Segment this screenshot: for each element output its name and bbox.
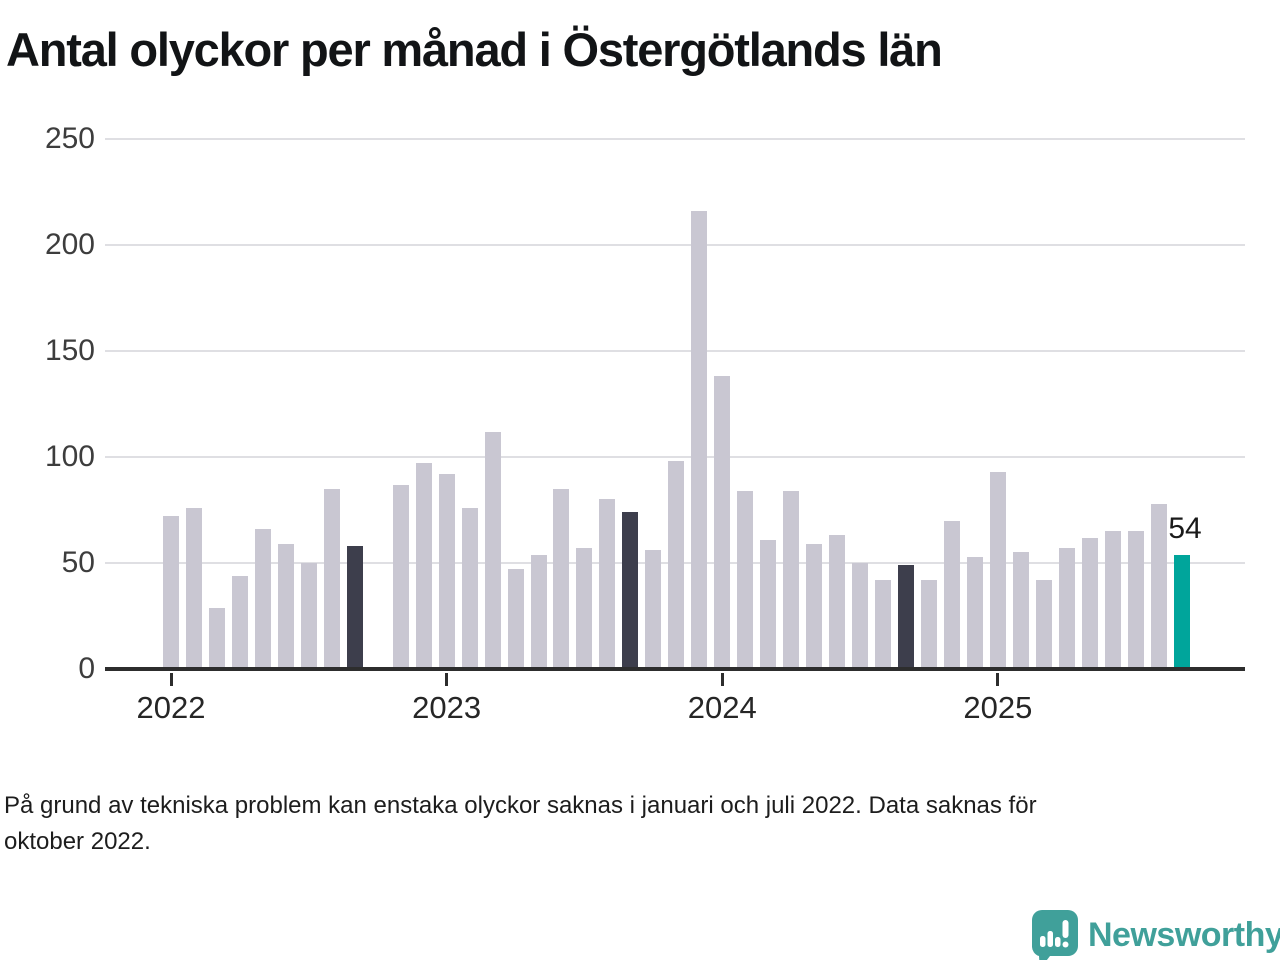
- y-tick-label-150: 150: [44, 334, 95, 367]
- bar-highlight-2022-09: [346, 546, 363, 669]
- bar-2023-01: [438, 474, 455, 669]
- x-tick-2023: [445, 673, 449, 686]
- x-tick-label-2023: 2023: [412, 690, 482, 725]
- gridline-250: [105, 138, 1245, 140]
- gridline-200: [105, 244, 1245, 246]
- bar-2022-11: [392, 484, 409, 669]
- footnote-line-2: oktober 2022.: [4, 828, 151, 855]
- y-tick-label-200: 200: [44, 228, 95, 261]
- bar-2024-04: [783, 490, 800, 669]
- bar-2025-06: [1104, 531, 1121, 669]
- plot-area: 54 2022 2023 2024 2025: [105, 138, 1245, 725]
- y-tick-label-50: 50: [61, 546, 95, 579]
- bar-2025-04: [1058, 548, 1075, 669]
- bar-2023-12: [691, 211, 708, 669]
- y-tick-label-250: 250: [44, 122, 95, 155]
- bar-2022-08: [323, 488, 340, 669]
- bar-2022-07: [300, 563, 317, 669]
- newsworthy-logo-text: Newsworthy: [1088, 915, 1280, 954]
- bar-2025-03: [1035, 580, 1052, 669]
- bar-2025-02: [1012, 552, 1029, 669]
- bar-2023-05: [530, 554, 547, 669]
- bar-2024-08: [875, 580, 892, 669]
- bar-2022-06: [277, 543, 294, 669]
- bar-2023-03: [484, 431, 501, 669]
- bar-2024-11: [943, 520, 960, 669]
- bar-2024-07: [852, 563, 869, 669]
- x-tick-label-2022: 2022: [136, 690, 206, 725]
- bar-current-2025-09: [1173, 554, 1190, 669]
- bar-2023-06: [553, 488, 570, 669]
- footnote: På grund av tekniska problem kan enstaka…: [4, 788, 1244, 860]
- x-tick-label-2025: 2025: [963, 690, 1033, 725]
- bar-2024-01: [714, 376, 731, 669]
- y-axis-labels: 0 50 100 150 200 250: [0, 123, 95, 685]
- bar-2024-05: [806, 543, 823, 669]
- bar-2022-12: [415, 463, 432, 669]
- bar-2023-08: [599, 499, 616, 669]
- bar-highlight-2023-09: [622, 512, 639, 669]
- y-tick-label-0: 0: [78, 652, 95, 685]
- bar-2025-07: [1127, 531, 1144, 669]
- bar-2022-03: [208, 607, 225, 669]
- bar-2024-02: [737, 490, 754, 669]
- bar-2022-02: [185, 507, 202, 669]
- x-tick-label-2024: 2024: [687, 690, 757, 725]
- gridline-100: [105, 456, 1245, 458]
- bar-2023-07: [576, 548, 593, 669]
- chart-title: Antal olyckor per månad i Östergötlands …: [6, 23, 943, 76]
- bar-2024-03: [760, 539, 777, 669]
- bar-2025-08: [1150, 503, 1167, 669]
- bar-2022-05: [254, 529, 271, 669]
- gridline-150: [105, 350, 1245, 352]
- current-value-label: 54: [1168, 511, 1202, 545]
- newsworthy-logo: Newsworthy: [1032, 910, 1280, 960]
- x-tick-2025: [996, 673, 1000, 686]
- bar-2022-04: [231, 575, 248, 669]
- x-tick-2024: [720, 673, 724, 686]
- bar-2024-12: [966, 556, 983, 669]
- bar-2023-04: [507, 569, 524, 669]
- bar-highlight-2024-09: [898, 565, 915, 669]
- bar-2023-11: [668, 461, 685, 669]
- bar-2023-02: [461, 507, 478, 669]
- bar-2025-01: [989, 471, 1006, 669]
- footnote-line-1: På grund av tekniska problem kan enstaka…: [4, 792, 1037, 819]
- bar-2022-01: [163, 516, 179, 669]
- x-tick-2022: [169, 673, 173, 686]
- bar-2023-10: [645, 550, 662, 669]
- x-axis-line: [105, 667, 1245, 671]
- newsworthy-chart-bubble-icon: [1032, 910, 1078, 960]
- y-tick-label-100: 100: [44, 440, 95, 473]
- bar-2024-06: [829, 535, 846, 669]
- bar-2025-05: [1081, 537, 1098, 669]
- bar-2024-10: [921, 580, 937, 669]
